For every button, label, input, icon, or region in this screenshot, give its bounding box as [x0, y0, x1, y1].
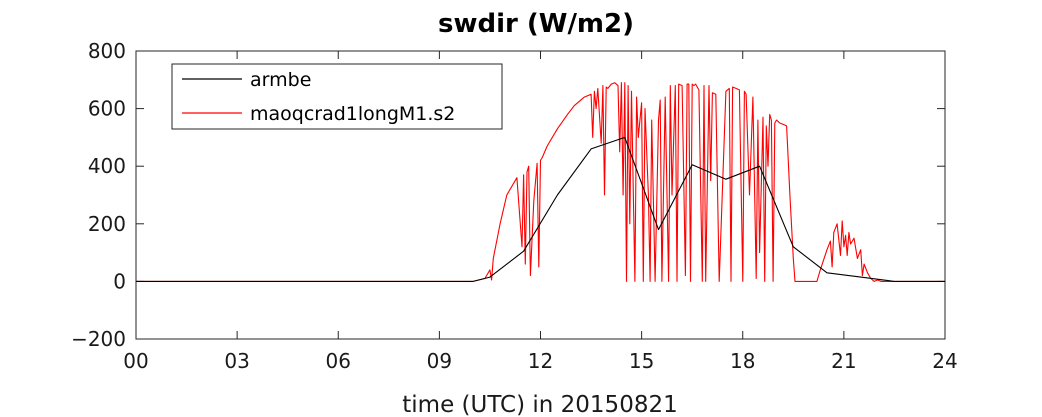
legend-box — [171, 63, 503, 130]
x-tick-label: 18 — [730, 349, 755, 373]
y-tick-label: 600 — [88, 97, 126, 121]
legend: armbe maoqcrad1longM1.s2 — [171, 63, 503, 130]
y-tick-label: 0 — [113, 269, 126, 293]
series-line-armbe — [136, 136, 945, 282]
legend-label-maoqcrad: maoqcrad1longM1.s2 — [250, 103, 455, 125]
x-tick-label: 15 — [629, 349, 654, 373]
x-tick-label: 21 — [831, 349, 856, 373]
x-tick-label: 03 — [224, 349, 249, 373]
x-tick-label: 00 — [123, 349, 148, 373]
x-tick-label: 12 — [528, 349, 553, 373]
x-tick-label: 09 — [427, 349, 452, 373]
x-tick-label: 06 — [326, 349, 351, 373]
x-tick-label: 24 — [932, 349, 957, 373]
y-tick-label: 800 — [88, 39, 126, 63]
series-lines — [136, 82, 945, 282]
y-tick-label: 200 — [88, 212, 126, 236]
y-tick-label: −200 — [71, 327, 126, 351]
chart-title: swdir (W/m2) — [438, 9, 634, 39]
x-axis-label: time (UTC) in 20150821 — [402, 392, 677, 417]
series-line-maoqcrad — [136, 82, 945, 282]
legend-label-armbe: armbe — [250, 69, 311, 91]
axis-ticks: 00 03 06 09 12 15 18 21 24 −200 0 200 400 600 800 — [71, 39, 958, 373]
y-tick-label: 400 — [88, 154, 126, 178]
